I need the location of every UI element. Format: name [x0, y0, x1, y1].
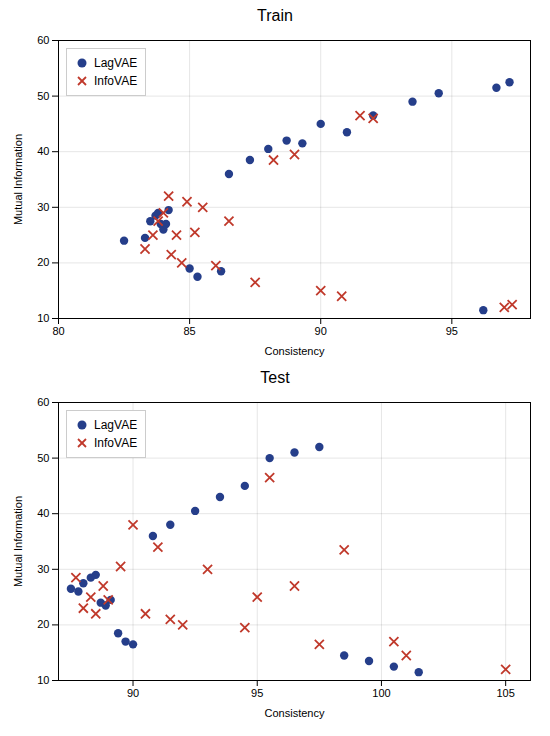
svg-text:10: 10	[37, 674, 49, 686]
svg-text:30: 30	[37, 563, 49, 575]
svg-text:85: 85	[183, 325, 195, 337]
svg-text:20: 20	[37, 618, 49, 630]
svg-text:105: 105	[496, 687, 514, 699]
html-text:LagVAE: LagVAE	[94, 56, 138, 70]
svg-text:100: 100	[372, 687, 390, 699]
svg-text:20: 20	[37, 256, 49, 268]
svg-text:40: 40	[37, 507, 49, 519]
html-text:InfoVAE: InfoVAE	[94, 74, 138, 88]
svg-text:90: 90	[127, 687, 139, 699]
html-text:LagVAE: LagVAE	[94, 418, 138, 432]
svg-text:60: 60	[37, 34, 49, 46]
svg-text:Mutual Information: Mutual Information	[12, 134, 24, 225]
svg-text:10: 10	[37, 312, 49, 324]
svg-text:40: 40	[37, 145, 49, 157]
svg-text:Mutual Information: Mutual Information	[12, 496, 24, 587]
html-text:Test: Test	[260, 369, 290, 386]
svg-text:50: 50	[37, 90, 49, 102]
svg-text:30: 30	[37, 201, 49, 213]
html-text:InfoVAE: InfoVAE	[94, 436, 138, 450]
svg-text:50: 50	[37, 452, 49, 464]
svg-text:Consistency: Consistency	[265, 707, 325, 719]
html-text:Train: Train	[257, 7, 293, 24]
svg-text:Consistency: Consistency	[265, 345, 325, 357]
svg-text:95: 95	[446, 325, 458, 337]
svg-text:60: 60	[37, 396, 49, 408]
svg-text:90: 90	[315, 325, 327, 337]
svg-text:80: 80	[52, 325, 64, 337]
svg-text:95: 95	[251, 687, 263, 699]
